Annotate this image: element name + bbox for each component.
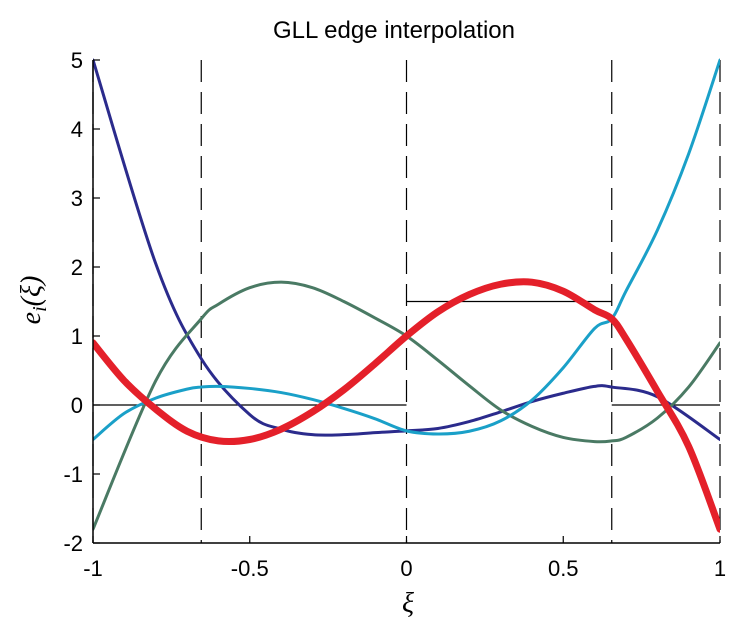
y-tick-label: 5 — [71, 48, 83, 73]
x-tick-label: 1 — [714, 556, 726, 581]
y-tick-label: 4 — [71, 117, 83, 142]
y-tick-label: -2 — [63, 531, 83, 556]
y-tick-label: 3 — [71, 186, 83, 211]
y-tick-label: 2 — [71, 255, 83, 280]
x-tick-label: 0 — [400, 556, 412, 581]
series-line-2 — [93, 58, 720, 441]
series-line-3 — [93, 278, 720, 533]
series-lines — [93, 58, 720, 533]
x-axis-ticks: -1 -0.5 0 0.5 1 — [83, 536, 726, 581]
svg-text:ei(ξ): ei(ξ) — [16, 276, 51, 325]
x-tick-label: 0.5 — [548, 556, 579, 581]
y-tick-label: 1 — [71, 324, 83, 349]
x-tick-label: -0.5 — [231, 556, 269, 581]
y-tick-label: -1 — [63, 462, 83, 487]
y-axis-label-main: e — [16, 312, 47, 324]
y-axis-label-arg: (ξ) — [16, 276, 47, 307]
chart-title: GLL edge interpolation — [273, 17, 515, 44]
y-axis-label: ei(ξ) — [16, 276, 51, 325]
x-tick-label: -1 — [83, 556, 103, 581]
y-axis-ticks: -2 -1 0 1 2 3 4 5 — [63, 48, 100, 556]
y-tick-label: 0 — [71, 393, 83, 418]
y-axis-label-subscript: i — [29, 306, 51, 312]
series-line-1 — [93, 280, 720, 531]
x-axis-label: ξ — [402, 588, 414, 619]
